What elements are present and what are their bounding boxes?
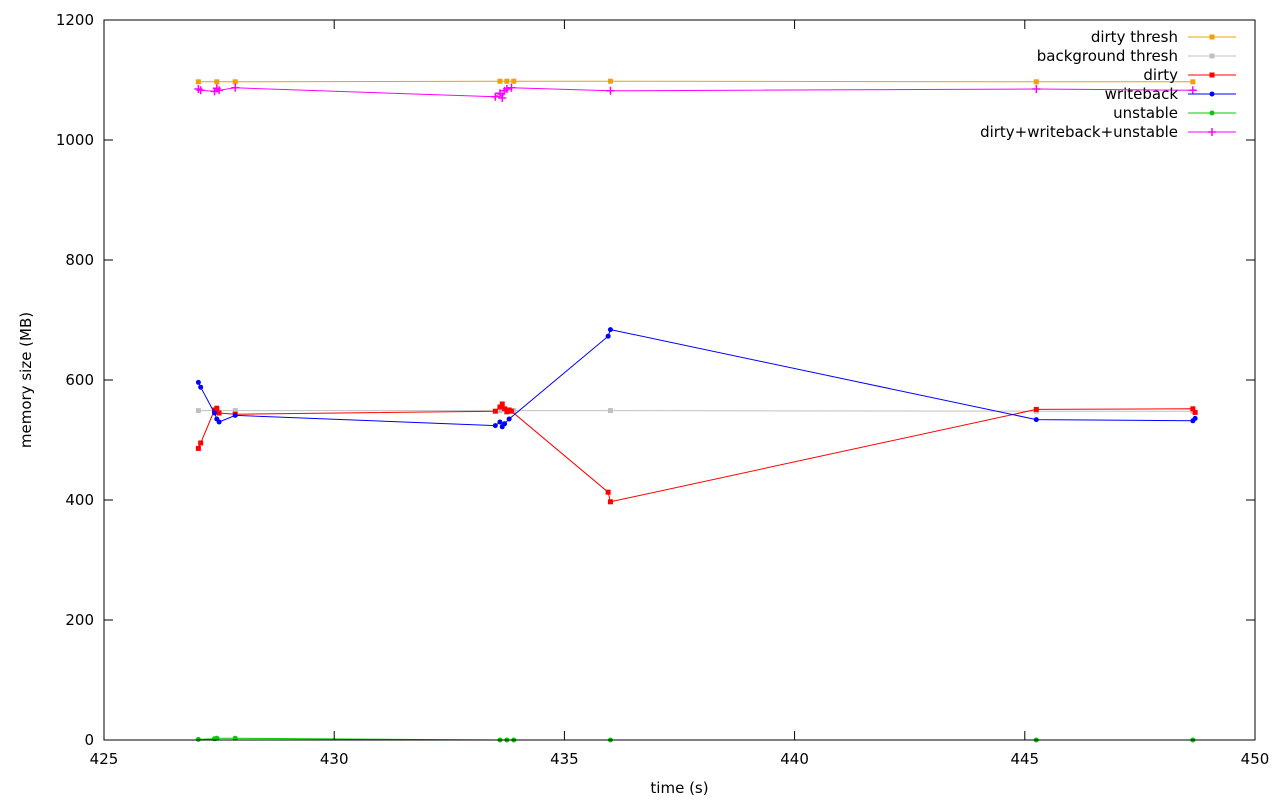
legend-item-unstable: unstable xyxy=(1113,104,1236,122)
data-point-dirty-writeback-unstable xyxy=(231,83,240,92)
series-dirty-writeback-unstable xyxy=(194,83,1197,102)
data-point-background-thresh xyxy=(232,408,238,414)
data-point-writeback xyxy=(1192,415,1198,421)
y-tick-label: 1200 xyxy=(56,11,94,29)
data-point-dirty-thresh xyxy=(1190,79,1196,85)
data-point-dirty xyxy=(605,489,611,495)
data-point-writeback xyxy=(232,412,238,418)
legend-label: unstable xyxy=(1113,104,1178,122)
legend-item-writeback: writeback xyxy=(1105,85,1236,103)
y-tick-label: 600 xyxy=(65,371,94,389)
data-point-dirty-writeback-unstable xyxy=(507,83,516,92)
x-tick-label: 435 xyxy=(550,750,579,768)
data-point-writeback xyxy=(211,410,217,416)
data-point-dirty xyxy=(1033,406,1039,412)
data-point-writeback xyxy=(216,419,222,425)
data-point-writeback xyxy=(198,384,204,390)
series-dirty-thresh xyxy=(195,78,1196,85)
data-point-writeback xyxy=(1033,417,1039,423)
series-dirty xyxy=(195,401,1198,505)
data-point-dirty-writeback-unstable xyxy=(606,86,615,95)
data-point-dirty xyxy=(214,405,220,411)
data-point-dirty xyxy=(216,410,222,416)
y-tick-label: 400 xyxy=(65,491,94,509)
legend-marker xyxy=(1209,53,1215,59)
data-point-dirty-thresh xyxy=(497,78,503,84)
x-tick-label: 430 xyxy=(320,750,349,768)
legend-label: dirty+writeback+unstable xyxy=(980,123,1178,141)
x-tick-label: 425 xyxy=(90,750,119,768)
data-point-unstable xyxy=(232,735,238,741)
data-point-dirty-thresh xyxy=(607,78,613,84)
legend-marker xyxy=(1208,128,1216,136)
data-point-dirty-writeback-unstable xyxy=(1188,86,1197,95)
data-point-dirty xyxy=(1192,409,1198,415)
data-point-writeback xyxy=(506,416,512,422)
ticks-layer: 425 430 435 440 445 450 0 200 400 600 800 1000 1200 xyxy=(56,11,1270,768)
data-point-dirty xyxy=(607,499,613,505)
legend-marker xyxy=(1209,91,1215,97)
series-writeback xyxy=(195,327,1198,430)
data-point-dirty-thresh xyxy=(195,79,201,85)
legend-item-dirty-thresh: dirty thresh xyxy=(1091,28,1236,46)
y-tick-label: 800 xyxy=(65,251,94,269)
data-point-dirty-thresh xyxy=(214,79,220,85)
series-layer xyxy=(194,78,1198,743)
data-point-dirty-writeback-unstable xyxy=(495,89,504,98)
legend-label: writeback xyxy=(1105,85,1179,103)
legend-item-dirty: dirty xyxy=(1143,66,1236,84)
y-tick-label: 1000 xyxy=(56,131,94,149)
data-point-background-thresh xyxy=(607,408,613,414)
data-point-dirty-thresh xyxy=(504,78,510,84)
data-point-dirty-thresh xyxy=(511,78,517,84)
data-point-writeback xyxy=(605,333,611,339)
y-tick-label: 0 xyxy=(84,731,94,749)
legend-item-dirty-writeback-unstable: dirty+writeback+unstable xyxy=(980,123,1236,141)
data-point-dirty xyxy=(508,408,514,414)
data-point-writeback xyxy=(502,421,508,427)
data-point-dirty-writeback-unstable xyxy=(196,86,205,95)
y-axis-label: memory size (MB) xyxy=(17,312,35,448)
data-point-unstable xyxy=(214,735,220,741)
data-point-writeback xyxy=(607,327,613,333)
data-point-unstable xyxy=(195,736,201,742)
data-point-dirty xyxy=(502,406,508,412)
data-point-background-thresh xyxy=(195,408,201,414)
legend-label: dirty xyxy=(1143,66,1178,84)
data-point-dirty-writeback-unstable xyxy=(491,92,500,101)
data-point-dirty-writeback-unstable xyxy=(215,86,224,95)
data-point-dirty xyxy=(195,445,201,451)
x-axis-label: time (s) xyxy=(650,779,708,797)
y-tick-label: 200 xyxy=(65,611,94,629)
data-point-background-thresh xyxy=(497,408,503,414)
x-tick-label: 450 xyxy=(1241,750,1270,768)
data-point-writeback xyxy=(492,423,498,429)
data-point-writeback xyxy=(195,379,201,385)
data-point-dirty xyxy=(198,440,204,446)
data-point-dirty xyxy=(492,408,498,414)
data-point-dirty-writeback-unstable xyxy=(1032,85,1041,93)
data-point-dirty xyxy=(499,401,505,407)
legend-label: background thresh xyxy=(1037,47,1178,65)
data-point-dirty-writeback-unstable xyxy=(498,94,507,102)
data-point-dirty xyxy=(1190,406,1196,412)
legend-marker xyxy=(1209,72,1215,78)
data-point-dirty xyxy=(497,404,503,410)
data-point-dirty-writeback-unstable xyxy=(502,85,511,93)
data-point-writeback xyxy=(497,419,503,425)
x-tick-label: 445 xyxy=(1010,750,1039,768)
legend-marker xyxy=(1209,110,1215,116)
data-point-dirty-thresh xyxy=(1033,79,1039,85)
series-line-writeback xyxy=(197,329,1196,428)
legend-marker xyxy=(1209,34,1215,40)
legend-label: dirty thresh xyxy=(1091,28,1178,46)
data-point-dirty-thresh xyxy=(232,79,238,85)
x-tick-label: 440 xyxy=(780,750,809,768)
legend-item-background-thresh: background thresh xyxy=(1037,47,1236,65)
